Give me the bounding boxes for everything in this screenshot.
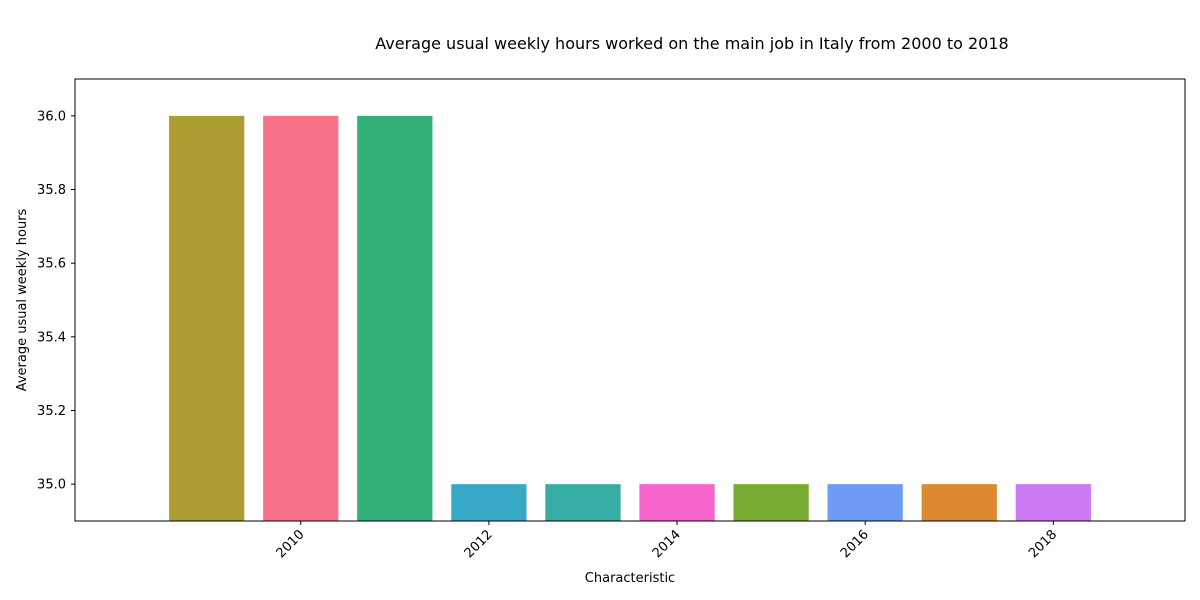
y-tick-label: 35.8 <box>37 183 66 198</box>
bar-2012 <box>451 484 527 521</box>
y-tick-label: 35.6 <box>37 257 66 272</box>
x-tick-label: 2010 <box>274 527 308 561</box>
x-tick-label: 2012 <box>462 527 496 561</box>
x-tick-label: 2016 <box>838 527 872 561</box>
x-axis: 2010 2012 2014 2016 2018 <box>274 521 1060 561</box>
bar-2015 <box>733 484 809 521</box>
y-axis: 35.0 35.2 35.4 35.6 35.8 36.0 <box>37 109 75 493</box>
y-tick-label: 35.0 <box>37 478 66 493</box>
y-tick-label: 35.4 <box>37 330 66 345</box>
y-tick-label: 36.0 <box>37 109 66 124</box>
bars-group <box>169 115 1091 521</box>
bar-2016 <box>827 484 903 521</box>
bar-2018 <box>1015 484 1091 521</box>
y-axis-label: Average usual weekly hours <box>15 208 30 391</box>
bar-2009 <box>169 115 245 521</box>
bar-2010 <box>263 115 339 521</box>
bar-2014 <box>639 484 715 521</box>
x-tick-label: 2018 <box>1026 527 1060 561</box>
x-tick-label: 2014 <box>650 527 684 561</box>
plot-frame <box>74 78 1186 522</box>
y-tick-label: 35.2 <box>37 404 66 419</box>
bar-2013 <box>545 484 621 521</box>
bar-2017 <box>921 484 997 521</box>
x-axis-label: Characteristic <box>585 571 675 586</box>
bar-2011 <box>357 115 433 521</box>
chart-title: Average usual weekly hours worked on the… <box>375 34 1008 53</box>
